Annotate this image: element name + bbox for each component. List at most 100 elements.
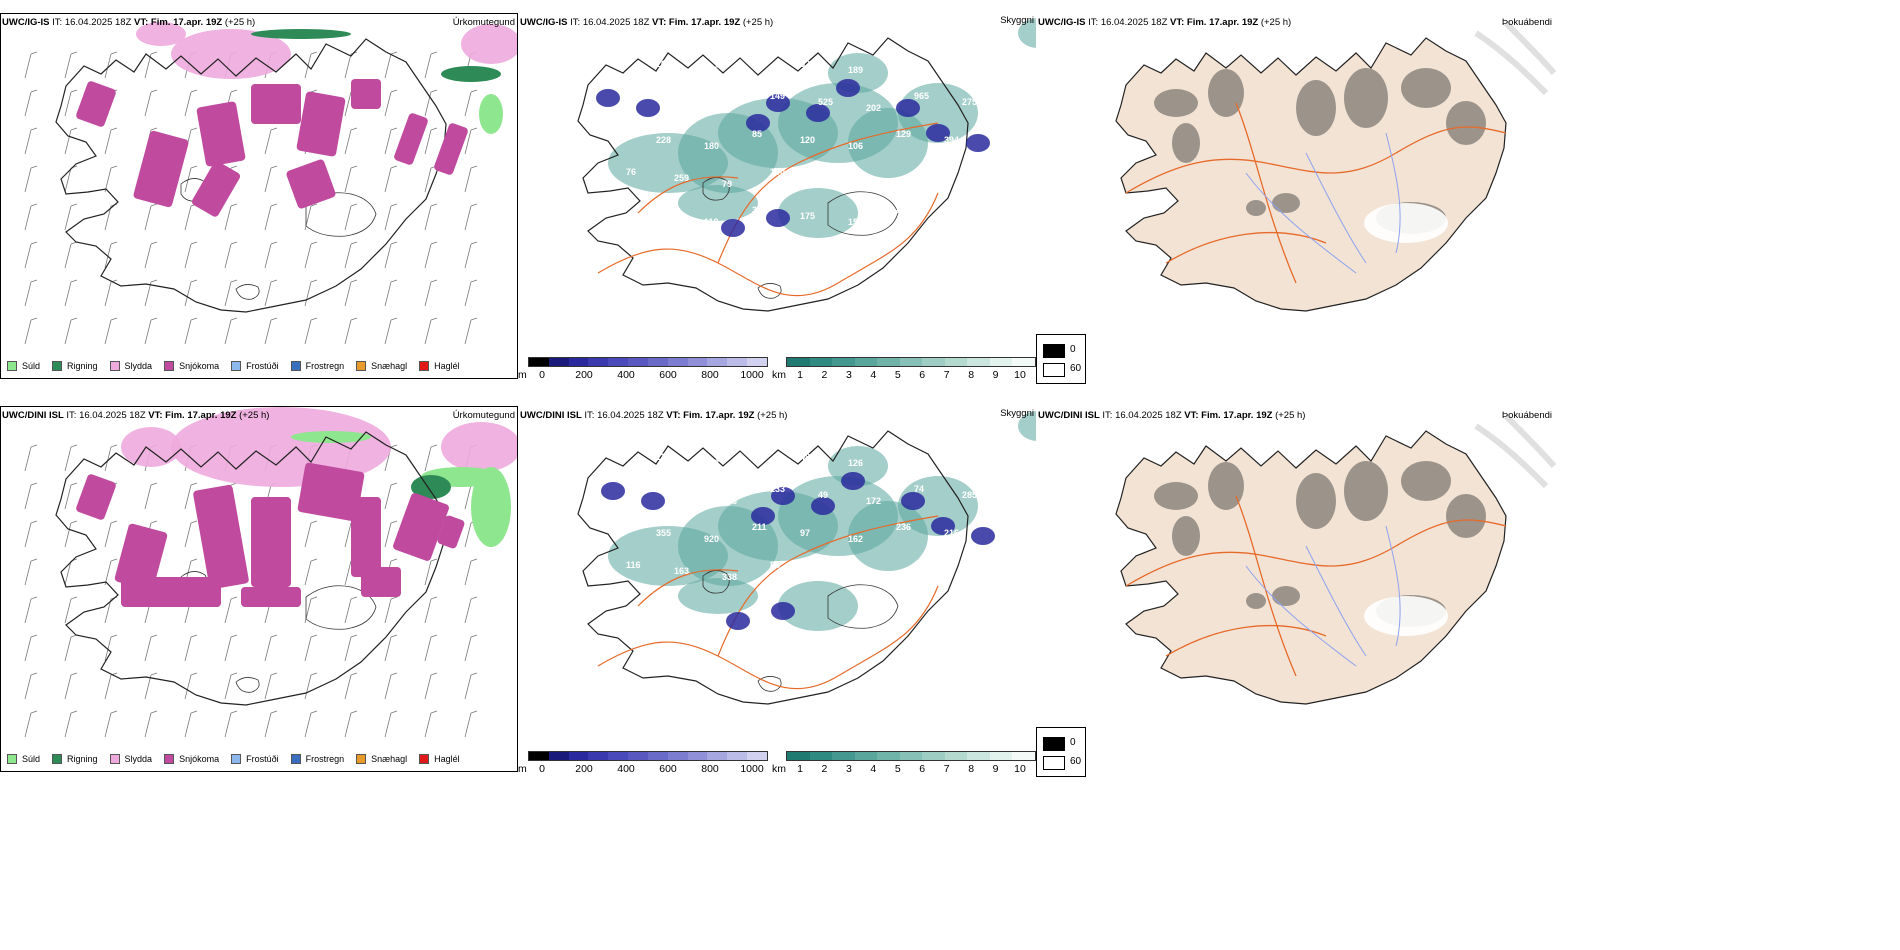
legend-label: Frostúði: [246, 754, 279, 764]
snow-area: [437, 515, 465, 549]
wind-barb: [344, 167, 352, 193]
wind-barb-flag: [430, 279, 438, 283]
scale-step: [944, 358, 968, 366]
wind-barb-flag: [430, 51, 438, 55]
snow-area: [76, 81, 116, 127]
wind-barb: [104, 674, 112, 700]
wind-barb-flag: [430, 317, 438, 321]
visibility-value-label: 149: [770, 91, 785, 101]
wind-barb: [24, 243, 32, 269]
wind-barb: [24, 484, 32, 510]
wind-barb-flag: [230, 203, 238, 207]
legend-item-haglél: Haglél: [419, 754, 460, 764]
scale-step: [854, 358, 878, 366]
header-row1-p3: UWC/IG-IS IT: 16.04.2025 18Z VT: Fim. 17…: [1038, 17, 1292, 28]
scale-step: [727, 358, 748, 366]
visibility-value-label: 54: [944, 59, 954, 69]
wind-barb: [344, 598, 352, 624]
teal-visibility-areas: [608, 411, 1036, 631]
visibility-value-label: 920: [704, 534, 719, 544]
scale-step: [628, 358, 648, 366]
wind-barb-flag: [190, 279, 198, 283]
snow-area: [251, 84, 301, 124]
scale-tick-label: 0: [539, 763, 545, 775]
wind-barb: [464, 522, 472, 548]
wind-barb-flag: [150, 634, 158, 638]
wind-barb: [104, 598, 112, 624]
wind-barb: [24, 91, 32, 117]
visibility-value-label: 133: [770, 484, 785, 494]
wind-barb: [464, 167, 472, 193]
snow-area: [361, 567, 401, 597]
wind-barb-flag: [390, 165, 398, 169]
snow-area: [394, 113, 428, 165]
wind-barb-flag: [230, 279, 238, 283]
scale-tick-label: 1000: [740, 763, 764, 775]
visibility-value-label: 132: [704, 458, 719, 468]
visibility-value-label: 355: [656, 528, 671, 538]
wind-barb-flag: [390, 279, 398, 283]
snow-area: [251, 497, 291, 587]
wind-barb-flag: [270, 634, 278, 638]
fog-index-area: [1272, 193, 1300, 213]
fog-legend-row2: 0 60: [1036, 727, 1086, 777]
visibility-value-label: 103: [722, 496, 737, 506]
wind-barb: [464, 484, 472, 510]
wind-barb-flag: [390, 558, 398, 562]
visibility-value-label: 134: [656, 452, 671, 462]
wind-barb: [384, 598, 392, 624]
wind-barb: [104, 167, 112, 193]
fog-map-row2: [1115, 413, 1556, 705]
fog-index-area: [1344, 68, 1388, 128]
vis-scale-m-row2: m 0 200 400 600 800 1000: [518, 751, 768, 775]
legend-swatch: [231, 361, 242, 371]
wind-barb-flag: [390, 482, 398, 486]
teal-area: [678, 185, 758, 221]
visibility-value-label: 211: [752, 522, 767, 532]
wind-barb: [224, 636, 232, 662]
precip-legend-row2: Súld Rigning Slydda Snjókoma Frostúði Frostre…: [1, 747, 517, 771]
header-row2-p2: UWC/DINI ISL IT: 16.04.2025 18Z VT: Fim.…: [520, 410, 788, 421]
fog-index-area: [1154, 89, 1198, 117]
wind-barb-flag: [30, 127, 38, 131]
wind-barb-flag: [110, 558, 118, 562]
wind-barb-flag: [190, 241, 198, 245]
iceland-coastline: [55, 38, 447, 313]
wind-barb-flag: [390, 520, 398, 524]
wind-barb: [104, 281, 112, 307]
wind-barb: [104, 712, 112, 738]
river-network: [1245, 132, 1401, 274]
visibility-value-label: 129: [896, 129, 911, 139]
road-network: [1125, 495, 1507, 677]
visibility-value-label: 106: [848, 141, 863, 151]
wind-barb-flag: [350, 165, 358, 169]
wind-barb: [464, 712, 472, 738]
wind-barb-flag: [150, 482, 158, 486]
teal-area: [898, 476, 978, 536]
wind-barb: [264, 319, 272, 345]
wind-barb-flag: [150, 51, 158, 55]
wind-barb: [464, 598, 472, 624]
road-network: [1125, 102, 1507, 284]
visibility-value-label: 97: [800, 528, 810, 538]
fog-index-area: [1296, 80, 1336, 136]
wind-barb-flag: [430, 634, 438, 638]
dense-fog-area: [896, 99, 920, 117]
visibility-value-label: 100: [770, 167, 785, 177]
wind-barb: [104, 560, 112, 586]
header-row1-p1: UWC/IG-IS IT: 16.04.2025 18Z VT: Fim. 17…: [2, 17, 256, 28]
title-fog-row2: Þokuábendi: [1501, 410, 1552, 421]
wind-barb: [64, 53, 72, 79]
vis-scale-km-unit: km: [772, 763, 786, 775]
wind-barb: [24, 712, 32, 738]
scale-step: [608, 752, 629, 760]
offshore-fog-streak: [1474, 413, 1556, 489]
wind-barb: [144, 243, 152, 269]
scale-tick-label: 400: [617, 369, 635, 381]
dense-fog-area: [971, 527, 995, 545]
scale-step: [877, 358, 900, 366]
scale-step: [667, 358, 688, 366]
fog-index-area: [1246, 200, 1266, 216]
legend-label: Haglél: [434, 754, 460, 764]
wind-barb-flag: [430, 558, 438, 562]
